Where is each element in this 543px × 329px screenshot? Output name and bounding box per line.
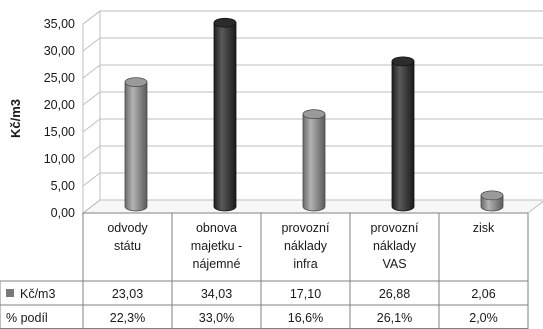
category-label: odvody <box>107 221 148 235</box>
category-label: náklady <box>373 239 417 253</box>
category-label: VAS <box>382 257 406 271</box>
bar <box>302 109 326 212</box>
category-label: nájemné <box>193 257 241 271</box>
bar-top <box>124 77 148 88</box>
y-tick-label: 0,00 <box>51 206 75 220</box>
gridline <box>82 37 543 52</box>
y-tick-label: 15,00 <box>44 125 75 139</box>
category-label: obnova <box>196 221 237 235</box>
category-label: státu <box>114 239 141 253</box>
bars <box>124 17 504 212</box>
bar-top <box>213 17 237 28</box>
table-cell: 2,0% <box>469 311 498 325</box>
table-cell: 16,6% <box>288 311 323 325</box>
table-cell: 26,1% <box>377 311 412 325</box>
bar-top <box>391 56 415 67</box>
category-label: majetku - <box>191 239 242 253</box>
y-tick-label: 10,00 <box>44 152 75 166</box>
y-tick-label: 35,00 <box>44 17 75 31</box>
y-tick-label: 25,00 <box>44 71 75 85</box>
y-axis: 0,00 5,00 10,00 15,00 20,00 25,00 30,00 35,00 Kč… <box>8 17 75 220</box>
side-wall <box>82 9 101 215</box>
data-table: odvody státu obnova majetku - nájemné provozn… <box>0 212 529 329</box>
table-cell: 34,03 <box>201 287 232 301</box>
table-cell: 23,03 <box>112 287 143 301</box>
bar-body <box>391 60 415 212</box>
table-cell: 17,10 <box>290 287 321 301</box>
gridline <box>82 10 543 25</box>
category-label: infra <box>293 257 317 271</box>
category-label: provozní <box>371 221 419 235</box>
bar-body <box>213 22 237 212</box>
table-cell: 33,0% <box>199 311 234 325</box>
category-label: provozní <box>282 221 330 235</box>
table-cell: 2,06 <box>471 287 495 301</box>
bar-body <box>124 81 148 212</box>
table-cell: 26,88 <box>379 287 410 301</box>
y-axis-label: Kč/m3 <box>8 99 23 138</box>
table-cell: 22,3% <box>110 311 145 325</box>
y-tick-label: 20,00 <box>44 98 75 112</box>
bar <box>213 17 237 212</box>
bar <box>480 190 504 212</box>
row-label: Kč/m3 <box>20 287 55 301</box>
bar <box>124 77 148 212</box>
row-label: % podíl <box>6 311 48 325</box>
category-label: náklady <box>284 239 328 253</box>
legend-marker <box>6 289 14 297</box>
bar-top <box>480 190 504 201</box>
bar <box>391 56 415 212</box>
category-label: zisk <box>473 221 495 235</box>
bar-body <box>302 113 326 212</box>
bar-top <box>302 109 326 120</box>
y-tick-label: 30,00 <box>44 44 75 58</box>
y-tick-label: 5,00 <box>51 179 75 193</box>
